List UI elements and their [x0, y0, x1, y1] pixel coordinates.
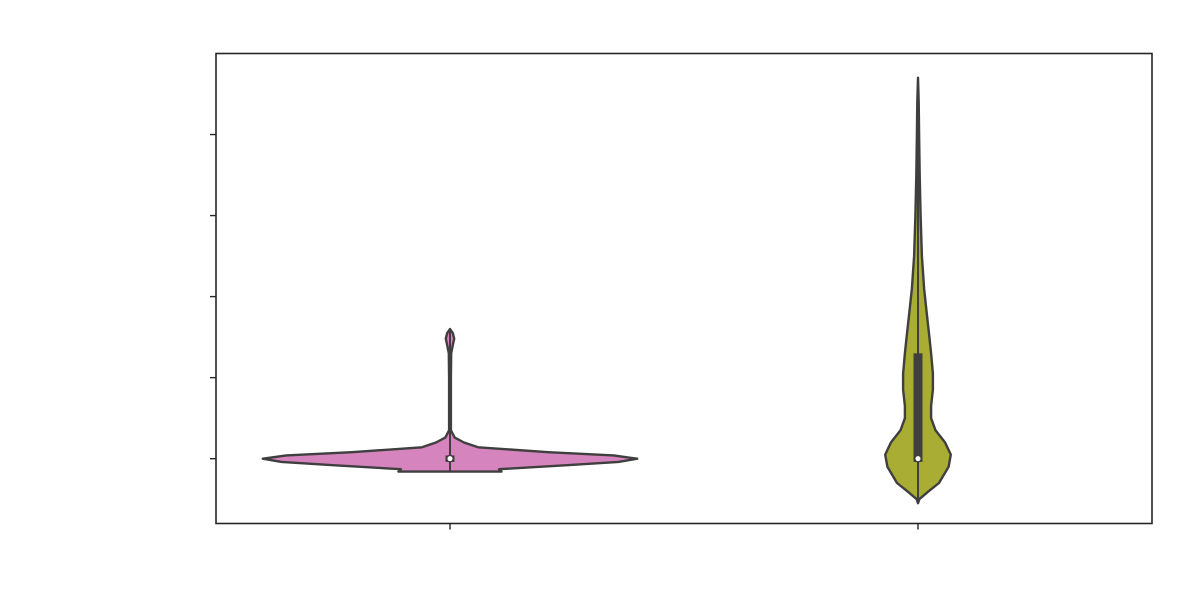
- violin-median-1: [914, 454, 922, 463]
- violins: [261, 76, 952, 505]
- y-axis-ticks: [210, 133, 216, 460]
- plot-frame: [215, 52, 1153, 525]
- violin-median-0: [446, 454, 454, 463]
- x-axis-ticks: [449, 523, 919, 530]
- violin-iqr-box-1: [913, 353, 923, 462]
